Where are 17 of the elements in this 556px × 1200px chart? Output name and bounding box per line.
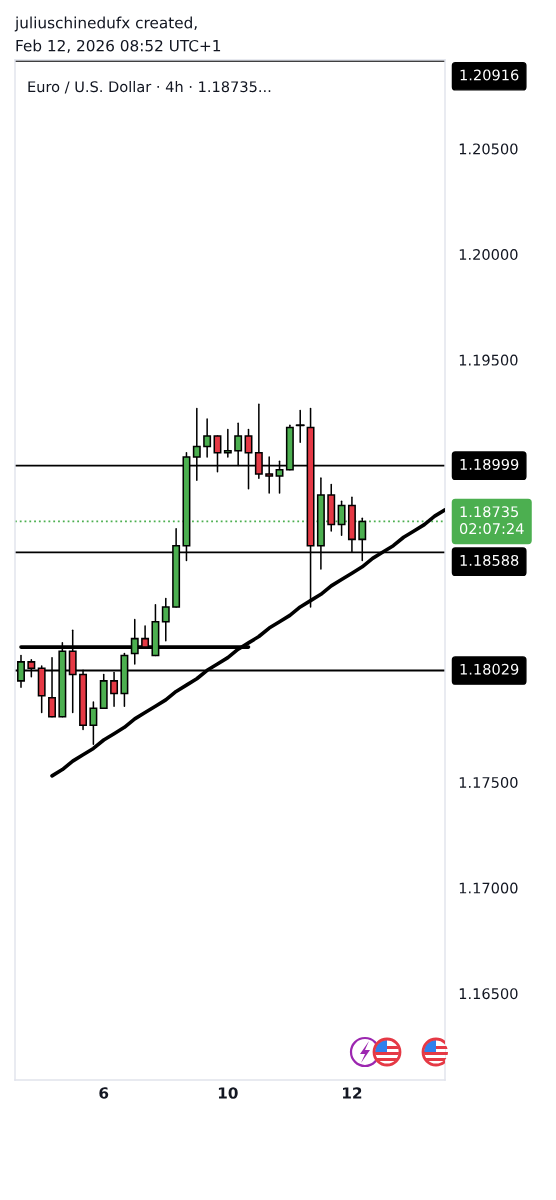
y-tick-label: 1.17500 [459, 776, 518, 788]
ref-line-label: 1.18588 [460, 554, 519, 566]
x-tick-label: 10 [218, 1087, 238, 1099]
y-tick-label: 1.20500 [459, 143, 518, 155]
text: Euro / U.S. Dollar · 4h · 1.18735... [28, 80, 271, 94]
ref-line-label: 1.18029 [460, 663, 519, 675]
y-tick-label: 1.17000 [459, 882, 518, 894]
ref-line-label: 1.20916 [460, 69, 519, 81]
x-tick-label: 6 [99, 1087, 109, 1099]
text: Feb 12, 2026 08:52 UTC+1 [16, 39, 221, 53]
ref-line-label: 1.18735 02:07:24 [459, 506, 524, 535]
y-tick-label: 1.19500 [459, 354, 518, 366]
x-tick-label: 12 [343, 1087, 362, 1099]
y-tick-label: 1.20000 [459, 249, 518, 261]
text: juliuschinedufx created, [14, 16, 197, 32]
ref-line-label: 1.18999 [460, 458, 519, 470]
y-tick-label: 1.16500 [459, 988, 518, 1000]
